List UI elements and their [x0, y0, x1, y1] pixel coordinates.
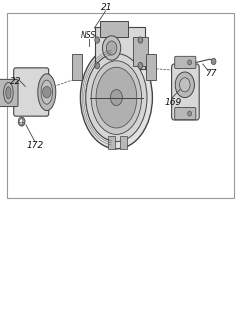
Ellipse shape — [41, 80, 53, 104]
FancyBboxPatch shape — [133, 37, 148, 66]
Circle shape — [95, 37, 100, 43]
Circle shape — [211, 58, 216, 65]
FancyBboxPatch shape — [175, 56, 196, 68]
Ellipse shape — [6, 87, 11, 99]
Circle shape — [106, 41, 117, 55]
Circle shape — [175, 72, 194, 98]
Circle shape — [20, 120, 23, 124]
FancyBboxPatch shape — [175, 108, 196, 120]
FancyBboxPatch shape — [146, 54, 156, 80]
FancyBboxPatch shape — [72, 54, 82, 80]
Text: 172: 172 — [26, 141, 43, 150]
Ellipse shape — [91, 61, 142, 134]
FancyBboxPatch shape — [100, 21, 128, 37]
Ellipse shape — [96, 67, 137, 128]
FancyBboxPatch shape — [172, 64, 199, 120]
Text: 169: 169 — [164, 98, 181, 107]
Circle shape — [18, 117, 25, 126]
Ellipse shape — [4, 83, 13, 103]
Ellipse shape — [80, 46, 152, 149]
Circle shape — [180, 78, 190, 92]
Circle shape — [138, 62, 143, 69]
Circle shape — [138, 37, 143, 43]
FancyBboxPatch shape — [0, 79, 18, 107]
Bar — [7, 13, 234, 198]
Circle shape — [188, 111, 192, 116]
Text: 22: 22 — [10, 77, 21, 86]
FancyBboxPatch shape — [120, 136, 127, 149]
Text: NSS: NSS — [81, 31, 96, 40]
Circle shape — [95, 62, 100, 69]
Circle shape — [102, 36, 121, 60]
FancyBboxPatch shape — [95, 27, 145, 69]
Text: 21: 21 — [101, 3, 113, 12]
FancyBboxPatch shape — [108, 136, 115, 149]
FancyBboxPatch shape — [14, 68, 49, 116]
Ellipse shape — [86, 54, 147, 142]
Text: 77: 77 — [205, 69, 217, 78]
Circle shape — [42, 86, 51, 98]
Circle shape — [110, 90, 122, 106]
Circle shape — [188, 60, 192, 65]
Ellipse shape — [38, 74, 56, 111]
